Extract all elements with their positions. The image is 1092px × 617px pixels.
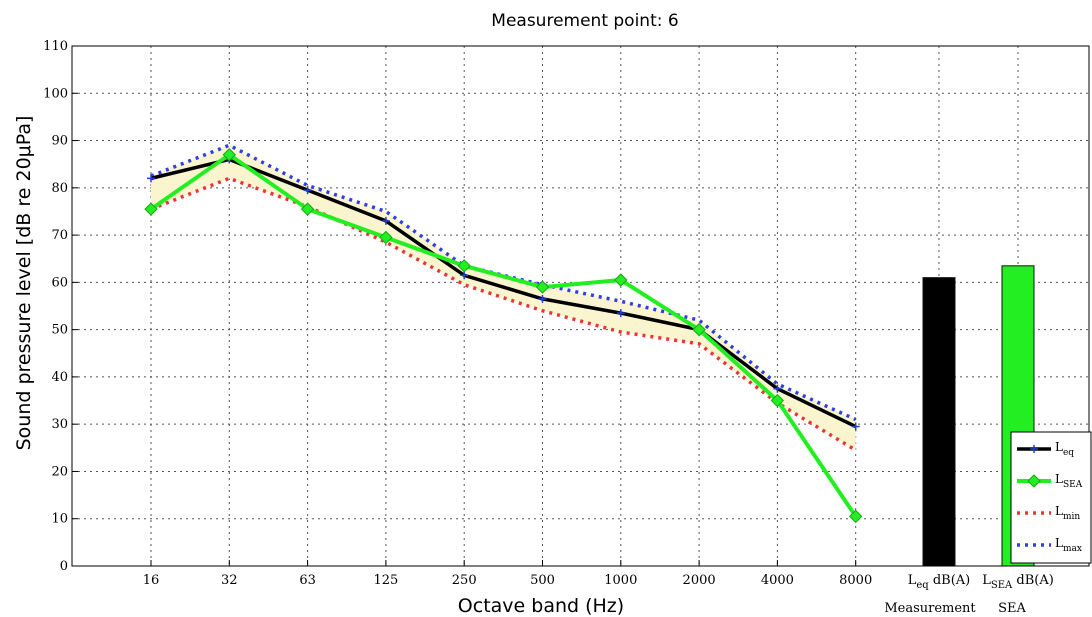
chart-title: Measurement point: 6 bbox=[491, 11, 678, 31]
x-tick-label: 32 bbox=[221, 573, 238, 588]
x-tick-label: 63 bbox=[299, 573, 316, 588]
lsea-marker bbox=[379, 230, 393, 245]
y-axis-label: Sound pressure level [dB re 20μPa] bbox=[13, 116, 35, 451]
y-tick-label: 50 bbox=[51, 323, 68, 338]
summary-bar-label: LSEA dB(A) bbox=[982, 573, 1054, 591]
y-tick-label: 90 bbox=[51, 134, 68, 149]
lsea-marker bbox=[848, 509, 863, 524]
series-line-leq bbox=[150, 157, 857, 429]
legend: Leq LSEA Lmin Lmax bbox=[1010, 431, 1092, 564]
x-tick-label: 250 bbox=[452, 573, 477, 588]
series-line-lmax bbox=[150, 143, 857, 422]
legend-label: Lmax bbox=[1055, 536, 1082, 554]
legend-label: Leq bbox=[1055, 440, 1074, 458]
legend-label: Lmin bbox=[1055, 504, 1080, 522]
plot-border bbox=[71, 45, 1090, 567]
x-tick-label: 2000 bbox=[683, 573, 716, 588]
plot-area: 0 10 20 30 40 50 60 70 80 90 100 110 16 32 63 125 250 500… bbox=[43, 39, 1092, 616]
min-max-band bbox=[151, 145, 856, 451]
x-axis-label: Octave band (Hz) bbox=[458, 595, 624, 617]
x-tick-label: 1000 bbox=[604, 573, 637, 588]
lsea-marker bbox=[300, 202, 315, 216]
series-line-lsea bbox=[149, 152, 858, 518]
y-tick-label: 40 bbox=[51, 370, 68, 385]
legend-box bbox=[1010, 431, 1092, 564]
summary-caption-side: SEA bbox=[998, 601, 1026, 616]
summary-caption: Measurement bbox=[884, 601, 976, 616]
y-tick-label: 70 bbox=[51, 228, 68, 243]
y-tick-label: 60 bbox=[51, 275, 68, 290]
x-tick-label: 4000 bbox=[761, 573, 794, 588]
summary-bar-eq bbox=[922, 277, 956, 567]
y-tick-label: 0 bbox=[60, 559, 68, 574]
x-tick-label: 125 bbox=[373, 573, 398, 588]
lsea-marker bbox=[535, 280, 550, 294]
y-tick-label: 110 bbox=[43, 39, 68, 54]
lsea-marker bbox=[692, 322, 706, 337]
lsea-marker bbox=[457, 259, 471, 273]
legend-marker bbox=[1027, 474, 1041, 488]
x-tick-label: 8000 bbox=[839, 573, 872, 588]
legend-label: LSEA bbox=[1055, 472, 1083, 490]
y-tick-label: 100 bbox=[43, 86, 68, 101]
x-tick-label: 500 bbox=[530, 573, 555, 588]
series-line-lmin bbox=[150, 176, 857, 452]
lsea-marker bbox=[614, 273, 628, 287]
y-tick-label: 80 bbox=[51, 181, 68, 196]
lsea-marker bbox=[222, 148, 237, 162]
lsea-marker bbox=[144, 202, 158, 216]
y-tick-label: 20 bbox=[51, 464, 68, 479]
lsea-marker bbox=[770, 393, 785, 408]
y-tick-label: 30 bbox=[51, 417, 68, 432]
x-tick-label: 16 bbox=[143, 573, 160, 588]
y-tick-label: 10 bbox=[51, 512, 68, 527]
summary-bar-label: Leq dB(A) bbox=[908, 573, 971, 591]
